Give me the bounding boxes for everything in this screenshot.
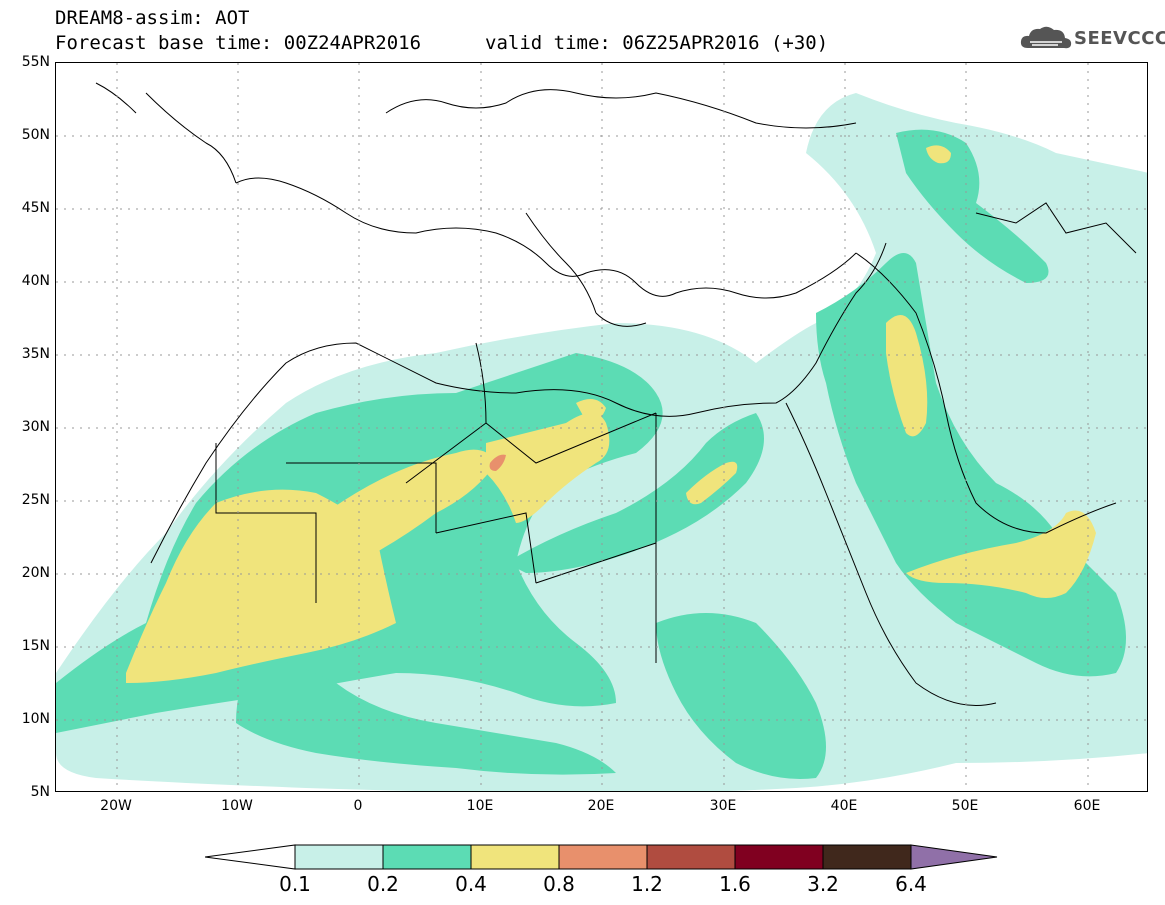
graticule xyxy=(56,63,1147,791)
colorbar-cell xyxy=(470,844,560,870)
cloud-icon xyxy=(1020,26,1072,49)
colorbar-high-arrow xyxy=(910,844,998,870)
aot-map xyxy=(55,62,1148,792)
lat-label: 40N xyxy=(21,273,50,289)
lon-label: 10E xyxy=(466,798,494,814)
lon-label: 10W xyxy=(221,798,253,814)
lat-label: 35N xyxy=(21,346,50,362)
lat-label: 20N xyxy=(21,565,50,581)
colorbar-label: 1.2 xyxy=(631,872,663,896)
colorbar-cell xyxy=(646,844,736,870)
lat-label: 10N xyxy=(21,711,50,727)
colorbar-label: 0.1 xyxy=(279,872,311,896)
valid-time: valid time: 06Z25APR2016 (+30) xyxy=(485,32,829,54)
lon-label: 50E xyxy=(951,798,979,814)
lon-label: 0 xyxy=(353,798,363,814)
lat-label: 45N xyxy=(21,200,50,216)
chart-title: DREAM8-assim: AOT xyxy=(55,7,250,29)
lon-label: 30E xyxy=(709,798,737,814)
colorbar-label: 3.2 xyxy=(807,872,839,896)
colorbar-cell xyxy=(382,844,472,870)
forecast-base-time: Forecast base time: 00Z24APR2016 xyxy=(55,32,422,54)
logo-text: SEEVCCC xyxy=(1074,28,1165,49)
colorbar-cell xyxy=(294,844,384,870)
lon-label: 60E xyxy=(1073,798,1101,814)
lon-label: 40E xyxy=(830,798,858,814)
colorbar-label: 0.2 xyxy=(367,872,399,896)
colorbar-cell xyxy=(558,844,648,870)
colorbar-low-arrow xyxy=(205,844,296,870)
lat-label: 15N xyxy=(21,638,50,654)
lon-label: 20E xyxy=(587,798,615,814)
colorbar-cell xyxy=(822,844,912,870)
lat-label: 25N xyxy=(21,492,50,508)
map-canvas xyxy=(56,63,1147,791)
colorbar-label: 0.8 xyxy=(543,872,575,896)
lat-label: 55N xyxy=(21,54,50,70)
lon-label: 20W xyxy=(100,798,132,814)
colorbar-label: 6.4 xyxy=(895,872,927,896)
lat-label: 50N xyxy=(21,127,50,143)
lat-label: 30N xyxy=(21,419,50,435)
aot-field-0.4 xyxy=(126,145,1096,683)
seevccc-logo: SEEVCCC xyxy=(1018,22,1165,58)
colorbar-cell xyxy=(734,844,824,870)
colorbar-label: 1.6 xyxy=(719,872,751,896)
lat-label: 5N xyxy=(30,784,50,800)
coastlines xyxy=(95,82,1137,706)
colorbar-label: 0.4 xyxy=(455,872,487,896)
colorbar xyxy=(205,844,998,870)
aot-field-0.8 xyxy=(489,454,506,471)
